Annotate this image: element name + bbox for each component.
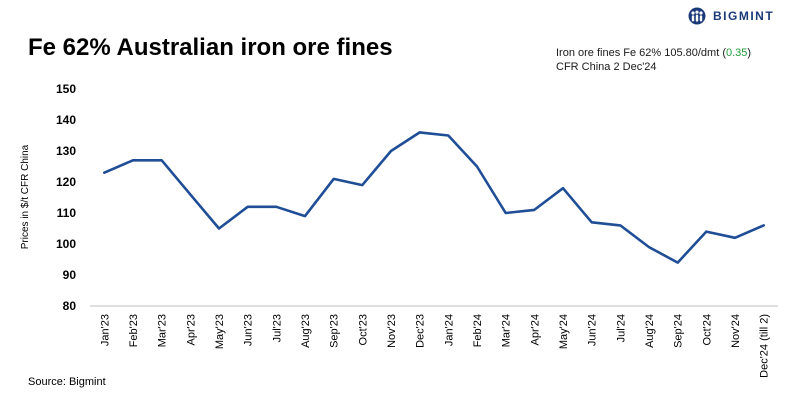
series-line [103, 131, 766, 264]
x-tick-label: Oct'23 [357, 314, 369, 345]
x-tick-label: Aug'24 [644, 314, 656, 348]
y-tick-label: 150 [56, 82, 76, 96]
y-tick-label: 140 [56, 113, 76, 127]
x-tick-label: Jan'24 [443, 314, 455, 346]
x-tick-label: Dec'23 [415, 314, 427, 348]
x-tick-label: Mar'24 [501, 314, 513, 347]
price-info: Iron ore fines Fe 62% 105.80/dmt (0.35) … [556, 46, 751, 74]
x-tick-label: Jun'24 [587, 314, 599, 346]
x-tick-label: May'23 [214, 314, 226, 349]
bigmint-people-logo-icon [688, 7, 706, 25]
price-change: 0.35 [725, 47, 748, 59]
x-tick-label: Apr'23 [185, 314, 197, 345]
x-tick-label: Mar'23 [157, 314, 169, 347]
y-tick-label: 130 [56, 144, 76, 158]
x-tick-label: Apr'24 [529, 314, 541, 345]
y-tick-label: 100 [56, 237, 76, 251]
x-tick-label: Jul'24 [615, 314, 627, 342]
x-tick-label: Jan'23 [99, 314, 111, 346]
x-tick-label: Oct'24 [701, 314, 713, 345]
chart-title: Fe 62% Australian iron ore fines [28, 34, 393, 61]
y-tick-label: 80 [63, 299, 77, 313]
x-tick-label: Jun'23 [243, 314, 255, 346]
x-tick-label: Aug'23 [300, 314, 312, 348]
x-tick-label: Sep'23 [329, 314, 341, 348]
brand-logo: BIGMINT [686, 6, 774, 26]
y-tick-label: 90 [63, 268, 77, 282]
price-info-line2: CFR China 2 Dec'24 [556, 61, 657, 73]
price-info-line1: Iron ore fines Fe 62% 105.80/dmt (0.35) [556, 46, 751, 60]
x-tick-label: Nov'23 [386, 314, 398, 348]
x-tick-label: Feb'23 [128, 314, 140, 347]
price-info-suffix: ) [747, 47, 752, 59]
x-tick-label: May'24 [558, 314, 570, 349]
y-axis: 80 90 100 110 120 130 140 150 [56, 82, 76, 313]
x-tick-label: Dec'24 (till 2) [759, 314, 771, 378]
y-tick-label: 110 [57, 206, 77, 220]
x-tick-label: Feb'24 [472, 314, 484, 347]
x-tick-label: Nov'24 [730, 314, 742, 348]
y-axis-label: Prices in $/t CFR China [20, 144, 31, 249]
x-axis: Jan'23 Feb'23 Mar'23 Apr'23 May'23 Jun'23 Jul'… [99, 314, 770, 378]
brand-name: BIGMINT [713, 9, 775, 23]
source-note: Source: Bigmint [28, 376, 106, 388]
price-info-prefix: Iron ore fines Fe 62% 105.80/dmt ( [556, 47, 726, 59]
x-tick-label: Sep'24 [673, 314, 685, 348]
x-tick-label: Jul'23 [271, 314, 283, 342]
y-tick-label: 120 [56, 175, 76, 189]
